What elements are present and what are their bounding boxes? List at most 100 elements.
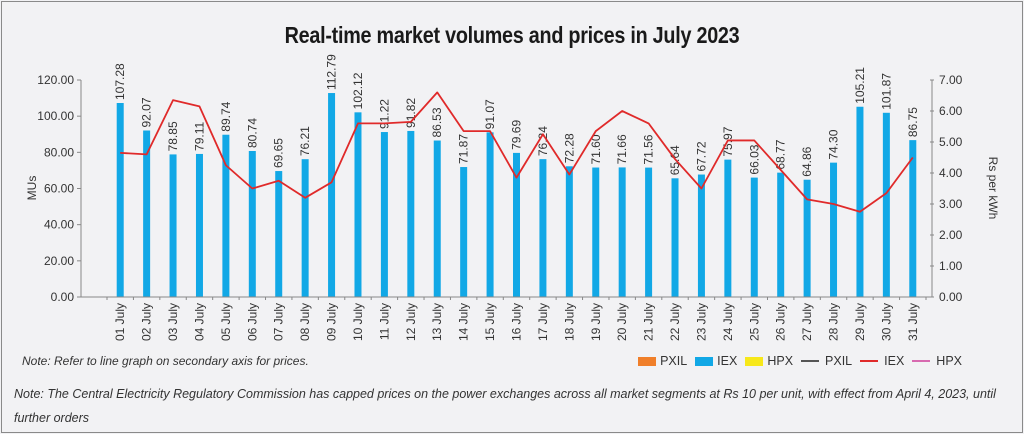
legend-label: IEX bbox=[884, 354, 905, 368]
x-tick-label: 18 July bbox=[562, 303, 576, 341]
x-tick-label: 29 July bbox=[853, 303, 867, 341]
bar-11 bbox=[380, 132, 388, 297]
bar-28 bbox=[830, 162, 838, 297]
x-tick-label: 06 July bbox=[245, 303, 259, 341]
x-tick-label: 05 July bbox=[219, 303, 233, 341]
y2-tick-label: 4.00 bbox=[939, 166, 963, 180]
bar-22 bbox=[671, 178, 679, 297]
chart-title: Real-time market volumes and prices in J… bbox=[284, 22, 740, 48]
bar-value-label: 86.75 bbox=[906, 107, 920, 137]
bar-18 bbox=[565, 166, 573, 297]
y2-tick-label: 1.00 bbox=[939, 259, 963, 273]
note-secondary-axis: Note: Refer to line graph on secondary a… bbox=[22, 354, 309, 368]
y2-tick-label: 6.00 bbox=[939, 104, 963, 118]
chart-legend: PXIL IEX HPX PXIL IEX HPX bbox=[630, 354, 962, 368]
bar-value-label: 101.87 bbox=[879, 73, 893, 110]
bar-10 bbox=[354, 112, 362, 297]
bar-6 bbox=[248, 150, 256, 297]
legend-label: HPX bbox=[767, 354, 794, 368]
y2-tick-label: 5.00 bbox=[939, 135, 963, 149]
bar-value-label: 78.85 bbox=[166, 121, 180, 151]
legend-label: PXIL bbox=[825, 354, 853, 368]
bar-21 bbox=[645, 167, 653, 297]
bar-value-label: 67.72 bbox=[694, 141, 708, 171]
bar-value-label: 68.77 bbox=[774, 139, 788, 169]
bar-value-label: 107.28 bbox=[113, 63, 127, 100]
y-axis-label: MUs bbox=[25, 176, 39, 201]
bar-27 bbox=[803, 179, 811, 297]
bar-value-label: 69.65 bbox=[272, 138, 286, 168]
x-tick-label: 04 July bbox=[192, 303, 206, 341]
legend-swatch bbox=[695, 356, 714, 366]
bar-value-label: 112.79 bbox=[325, 54, 339, 90]
y-tick-label: 20.00 bbox=[44, 254, 74, 268]
x-tick-label: 21 July bbox=[642, 303, 656, 341]
x-tick-label: 17 July bbox=[536, 303, 550, 341]
legend-item-iex-box: IEX bbox=[695, 354, 737, 368]
bar-3 bbox=[169, 154, 177, 297]
bar-7 bbox=[275, 171, 283, 297]
x-tick-label: 10 July bbox=[351, 303, 365, 341]
legend-swatch bbox=[745, 356, 764, 366]
y-tick-label: 60.00 bbox=[44, 182, 74, 196]
bar-16 bbox=[513, 152, 520, 297]
bar-23 bbox=[697, 174, 705, 297]
legend-swatch bbox=[860, 360, 879, 362]
x-tick-label: 08 July bbox=[298, 303, 312, 341]
bar-24 bbox=[724, 159, 732, 297]
bar-value-label: 79.69 bbox=[510, 120, 524, 150]
bar-12 bbox=[407, 130, 415, 297]
y-tick-label: 0.00 bbox=[51, 290, 75, 304]
bar-20 bbox=[618, 167, 626, 297]
x-tick-label: 26 July bbox=[774, 303, 788, 341]
bar-15 bbox=[486, 132, 494, 297]
x-tick-label: 23 July bbox=[694, 303, 708, 341]
x-tick-label: 12 July bbox=[404, 303, 418, 341]
legend-label: IEX bbox=[717, 354, 738, 368]
legend-swatch bbox=[638, 356, 657, 366]
x-tick-label: 09 July bbox=[325, 303, 339, 341]
legend-item-hpx-line: HPX bbox=[912, 354, 962, 368]
legend-label: HPX bbox=[936, 354, 962, 368]
bar-value-label: 76.21 bbox=[298, 126, 312, 156]
bar-value-label: 74.30 bbox=[827, 129, 841, 159]
bar-1 bbox=[116, 103, 124, 297]
bar-value-label: 71.56 bbox=[642, 134, 656, 164]
x-tick-label: 30 July bbox=[879, 303, 893, 341]
bar-value-label: 71.60 bbox=[589, 134, 603, 164]
bar-value-label: 91.82 bbox=[404, 98, 418, 128]
bar-29 bbox=[856, 106, 864, 298]
bar-31 bbox=[909, 140, 917, 297]
x-tick-label: 22 July bbox=[668, 303, 682, 341]
bar-value-label: 72.28 bbox=[562, 133, 576, 163]
bar-17 bbox=[539, 159, 547, 297]
legend-label: PXIL bbox=[660, 354, 688, 368]
note-price-cap: Note: The Central Electricity Regulatory… bbox=[14, 387, 996, 425]
x-tick-label: 28 July bbox=[827, 303, 841, 341]
x-tick-label: 25 July bbox=[747, 303, 761, 341]
x-tick-label: 24 July bbox=[721, 303, 735, 341]
x-tick-label: 14 July bbox=[457, 303, 471, 341]
x-tick-label: 02 July bbox=[140, 303, 154, 341]
x-tick-label: 01 July bbox=[113, 303, 127, 341]
legend-swatch bbox=[801, 360, 820, 362]
y-tick-label: 120.00 bbox=[37, 73, 74, 87]
bar-value-label: 71.87 bbox=[457, 134, 471, 164]
bar-value-label: 86.53 bbox=[430, 107, 444, 137]
bar-value-label: 80.74 bbox=[245, 118, 259, 148]
x-tick-label: 03 July bbox=[166, 303, 180, 341]
bar-14 bbox=[460, 167, 468, 297]
bar-value-label: 91.07 bbox=[483, 99, 497, 129]
legend-item-iex-line: IEX bbox=[860, 354, 904, 368]
x-tick-label: 13 July bbox=[430, 303, 444, 341]
x-tick-label: 19 July bbox=[589, 303, 603, 341]
x-tick-label: 07 July bbox=[272, 303, 286, 341]
bar-26 bbox=[777, 172, 785, 297]
bar-value-label: 105.21 bbox=[853, 67, 867, 104]
legend-item-hpx-box: HPX bbox=[745, 354, 793, 368]
y2-tick-label: 2.00 bbox=[939, 228, 963, 242]
bar-value-label: 92.07 bbox=[140, 97, 154, 127]
bar-value-label: 71.66 bbox=[615, 134, 629, 164]
y2-axis-label: Rs per kWh bbox=[986, 157, 1000, 220]
